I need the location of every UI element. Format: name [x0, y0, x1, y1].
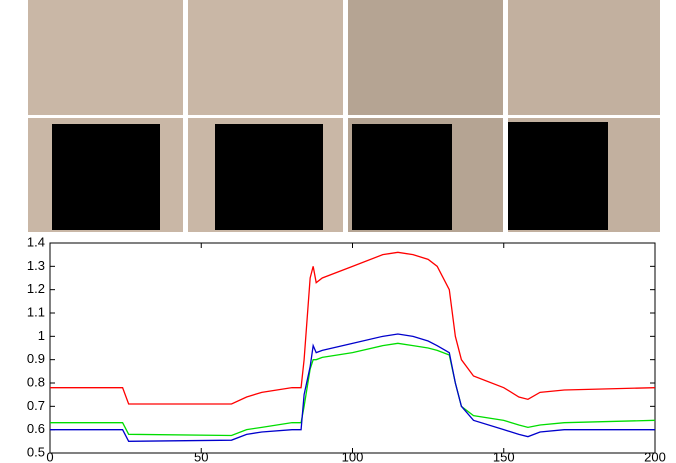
photo — [28, 0, 183, 115]
photo — [188, 0, 343, 115]
silhouette — [215, 124, 323, 230]
photo-grid — [28, 0, 660, 232]
y-tick-label: 0.9 — [27, 351, 45, 366]
y-tick-label: 0.7 — [27, 398, 45, 413]
silhouette — [352, 124, 452, 230]
y-tick-label: 0.6 — [27, 421, 45, 436]
figure: 0.50.60.70.80.911.11.21.31.4050100150200 — [0, 0, 676, 463]
plot-frame — [50, 243, 655, 453]
y-tick-label: 0.8 — [27, 374, 45, 389]
silhouette — [508, 122, 608, 230]
y-tick-label: 0.5 — [27, 444, 45, 459]
photo — [508, 0, 660, 115]
y-tick-label: 1 — [38, 328, 45, 343]
page: {"chart_data": {"type": "line", "x": [0,… — [0, 0, 676, 463]
photo — [348, 0, 503, 115]
y-tick-label: 1.2 — [27, 281, 45, 296]
silhouette — [52, 124, 160, 230]
series-line — [50, 334, 655, 441]
series-line — [50, 252, 655, 404]
y-tick-label: 1.3 — [27, 258, 45, 273]
y-tick-label: 1.1 — [27, 304, 45, 319]
y-tick-label: 1.4 — [27, 234, 45, 249]
